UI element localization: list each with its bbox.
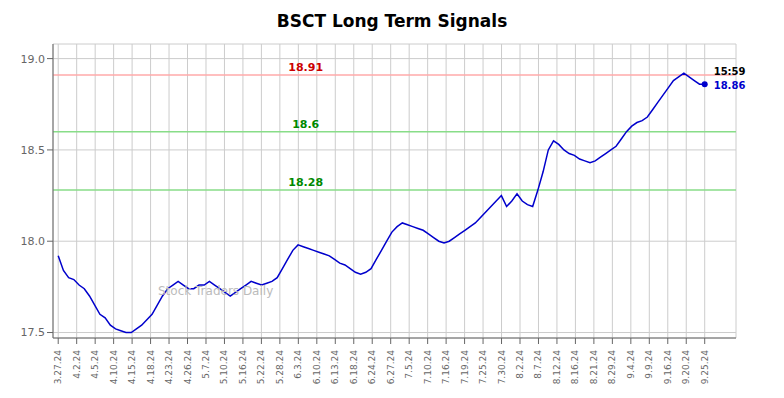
svg-text:19.0: 19.0	[21, 53, 46, 66]
svg-text:9.9.24: 9.9.24	[644, 350, 654, 379]
svg-text:7.10.24: 7.10.24	[423, 350, 433, 385]
svg-text:6.24.24: 6.24.24	[367, 350, 377, 385]
svg-text:18.0: 18.0	[21, 235, 46, 248]
svg-text:8.21.24: 8.21.24	[589, 350, 599, 385]
svg-text:4.23.24: 4.23.24	[164, 350, 174, 385]
svg-text:8.2.24: 8.2.24	[515, 350, 525, 379]
svg-text:18.86: 18.86	[714, 80, 746, 91]
svg-text:4.5.24: 4.5.24	[90, 350, 100, 379]
svg-text:4.15.24: 4.15.24	[127, 350, 137, 385]
svg-text:7.5.24: 7.5.24	[404, 350, 414, 379]
svg-text:4.10.24: 4.10.24	[109, 350, 119, 385]
svg-text:9.25.24: 9.25.24	[700, 350, 710, 385]
svg-text:8.29.24: 8.29.24	[607, 350, 617, 385]
svg-text:18.6: 18.6	[292, 118, 319, 131]
svg-text:5.16.24: 5.16.24	[238, 350, 248, 385]
svg-text:7.16.24: 7.16.24	[441, 350, 451, 385]
svg-text:4.18.24: 4.18.24	[146, 350, 156, 385]
svg-text:4.2.24: 4.2.24	[72, 350, 82, 379]
svg-text:6.13.24: 6.13.24	[330, 350, 340, 385]
svg-text:7.19.24: 7.19.24	[460, 350, 470, 385]
svg-text:17.5: 17.5	[21, 326, 46, 339]
svg-text:5.22.24: 5.22.24	[256, 350, 266, 385]
svg-text:15:59: 15:59	[714, 66, 746, 77]
svg-text:6.18.24: 6.18.24	[349, 350, 359, 385]
svg-text:6.3.24: 6.3.24	[293, 350, 303, 379]
svg-text:8.7.24: 8.7.24	[533, 350, 543, 379]
svg-text:5.28.24: 5.28.24	[275, 350, 285, 385]
svg-text:18.91: 18.91	[288, 61, 323, 74]
svg-text:9.4.24: 9.4.24	[626, 350, 636, 379]
svg-text:5.7.24: 5.7.24	[201, 350, 211, 379]
svg-text:6.10.24: 6.10.24	[312, 350, 322, 385]
svg-text:7.25.24: 7.25.24	[478, 350, 488, 385]
svg-text:8.16.24: 8.16.24	[570, 350, 580, 385]
svg-text:9.16.24: 9.16.24	[663, 350, 673, 385]
svg-text:18.28: 18.28	[288, 176, 323, 189]
svg-text:5.10.24: 5.10.24	[219, 350, 229, 385]
svg-text:9.20.24: 9.20.24	[681, 350, 691, 385]
svg-text:6.27.24: 6.27.24	[386, 350, 396, 385]
svg-text:8.12.24: 8.12.24	[552, 350, 562, 385]
html-text:Stock Traders Daily: Stock Traders Daily	[158, 284, 274, 298]
html-text:BSCT Long Term Signals: BSCT Long Term Signals	[276, 11, 508, 31]
svg-text:7.30.24: 7.30.24	[497, 350, 507, 385]
svg-text:4.26.24: 4.26.24	[183, 350, 193, 385]
svg-text:3.27.24: 3.27.24	[53, 350, 63, 385]
svg-text:18.5: 18.5	[21, 144, 46, 157]
